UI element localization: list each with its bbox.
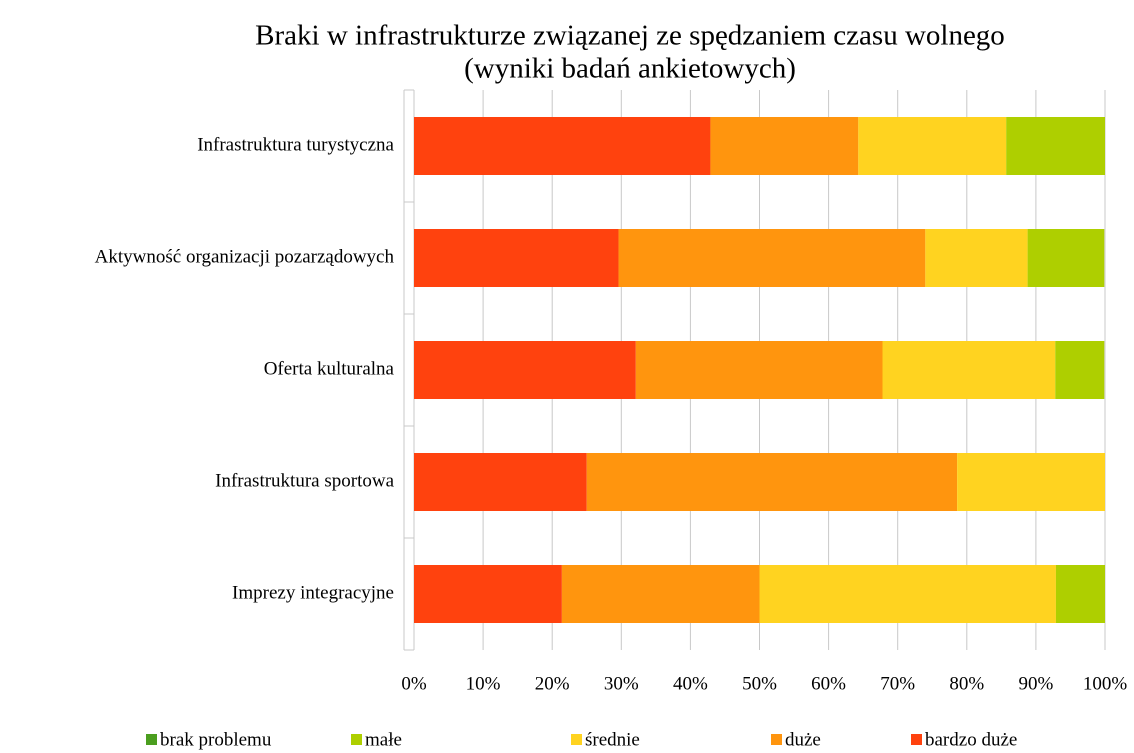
bar-segment xyxy=(618,229,926,287)
bar-segment xyxy=(1055,565,1105,623)
x-tick-label: 0% xyxy=(401,673,427,694)
legend-label: średnie xyxy=(585,729,640,750)
legend-label: bardzo duże xyxy=(925,729,1017,750)
bar-segment xyxy=(1027,229,1105,287)
legend-swatch xyxy=(571,734,582,745)
bar-segment xyxy=(414,565,562,623)
x-tick-label: 40% xyxy=(673,673,708,694)
y-tick-label: Aktywność organizacji pozarządowych xyxy=(95,246,395,267)
legend-label: małe xyxy=(365,729,402,750)
x-tick-label: 80% xyxy=(949,673,984,694)
x-tick-label: 90% xyxy=(1018,673,1053,694)
y-tick-label: Infrastruktura sportowa xyxy=(215,470,394,491)
chart-title: Braki w infrastrukturze związanej ze spę… xyxy=(255,20,1005,52)
chart-subtitle: (wyniki badań ankietowych) xyxy=(464,53,796,85)
x-tick-label: 100% xyxy=(1083,673,1128,694)
legend-swatch xyxy=(351,734,362,745)
bar-segment xyxy=(635,341,883,399)
y-tick-label: Oferta kulturalna xyxy=(264,358,395,379)
legend-label: duże xyxy=(785,729,821,750)
legend-swatch xyxy=(771,734,782,745)
x-tick-label: 20% xyxy=(535,673,570,694)
bar-segment xyxy=(414,117,711,175)
y-tick-label: Infrastruktura turystyczna xyxy=(197,134,394,155)
legend-swatch xyxy=(146,734,157,745)
bar-segment xyxy=(561,565,760,623)
bar-segment xyxy=(586,453,958,511)
bar-segment xyxy=(414,229,619,287)
x-tick-label: 60% xyxy=(811,673,846,694)
bar-segment xyxy=(1055,341,1105,399)
y-tick-label: Imprezy integracyjne xyxy=(232,582,394,603)
legend-label: brak problemu xyxy=(160,729,272,750)
bar-segment xyxy=(710,117,859,175)
bar-segment xyxy=(1006,117,1105,175)
bar-segment xyxy=(759,565,1056,623)
bar-segment xyxy=(957,453,1105,511)
bar-segment xyxy=(858,117,1007,175)
bar-segment xyxy=(925,229,1028,287)
legend-swatch xyxy=(911,734,922,745)
x-tick-label: 30% xyxy=(604,673,639,694)
x-tick-label: 70% xyxy=(880,673,915,694)
x-tick-label: 10% xyxy=(466,673,501,694)
bar-segment xyxy=(882,341,1056,399)
x-tick-label: 50% xyxy=(742,673,777,694)
bar-segment xyxy=(414,341,636,399)
bar-segment xyxy=(414,453,587,511)
